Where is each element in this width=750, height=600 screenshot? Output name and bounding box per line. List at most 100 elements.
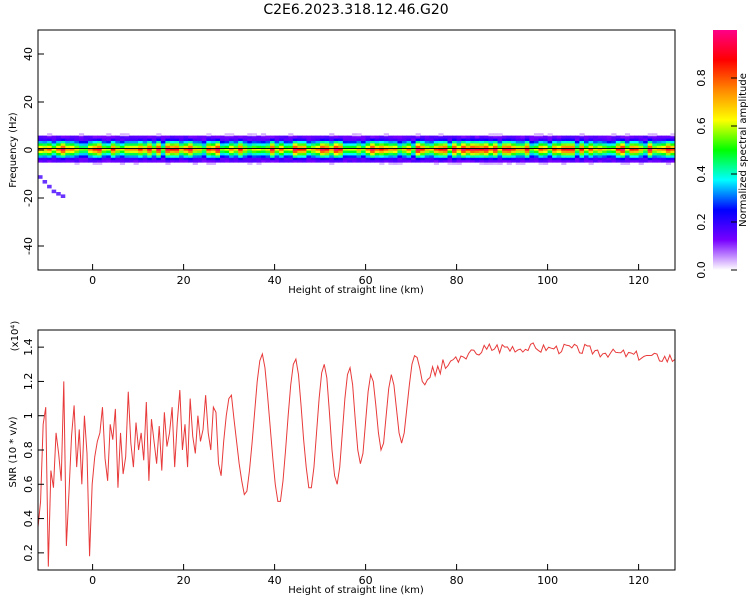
spectrogram-cell bbox=[506, 135, 512, 139]
spectrogram-cell bbox=[661, 154, 667, 158]
x-tick-label: 80 bbox=[450, 274, 464, 287]
spectrogram-cell bbox=[333, 150, 339, 153]
spectrogram-cell bbox=[224, 133, 230, 137]
spectrogram-cell bbox=[338, 138, 344, 141]
spectrogram-cell bbox=[51, 135, 57, 139]
x-tick-label: 120 bbox=[628, 574, 649, 587]
spectrogram-cell bbox=[324, 140, 330, 144]
spectrogram-cell bbox=[215, 145, 221, 149]
spectrogram-cell bbox=[320, 147, 326, 151]
spectrogram-cell bbox=[110, 154, 116, 158]
spectrogram-cell bbox=[670, 157, 675, 161]
spectrogram-cell bbox=[347, 152, 353, 156]
spectrogram-cell bbox=[656, 145, 662, 149]
spectrogram-cell bbox=[497, 147, 503, 151]
spectrogram-cell bbox=[56, 145, 62, 149]
spectrogram-cell bbox=[661, 147, 667, 151]
spectrogram-cell bbox=[420, 159, 426, 163]
spectrogram-cell bbox=[497, 138, 503, 141]
spectrogram-cell bbox=[188, 154, 194, 158]
spectrogram-cell bbox=[265, 147, 271, 151]
spectrogram-cell bbox=[638, 145, 644, 149]
spectrogram-cell bbox=[442, 157, 449, 161]
spectrogram-cell bbox=[452, 145, 458, 149]
spectrogram-cell bbox=[224, 159, 230, 163]
spectrogram-cell bbox=[51, 145, 57, 149]
spectrogram-cell bbox=[74, 142, 80, 146]
spectrogram-cell bbox=[665, 138, 672, 141]
spectrogram-x-label: Height of straight line (km) bbox=[288, 285, 424, 296]
spectrogram-cell bbox=[643, 157, 649, 161]
spectrogram-cell bbox=[561, 154, 567, 158]
spectrogram-cell bbox=[279, 150, 285, 153]
spectrogram-cell bbox=[511, 142, 517, 146]
spectrogram-cell bbox=[197, 152, 203, 156]
spectrogram-cell bbox=[588, 154, 594, 158]
spectrogram-cell bbox=[333, 142, 339, 146]
spectrogram-cell bbox=[210, 140, 217, 144]
spectrogram-cell bbox=[670, 135, 675, 139]
spectrogram-cell bbox=[570, 159, 576, 163]
spectrogram-cell bbox=[456, 138, 462, 141]
spectrogram-cell bbox=[311, 138, 317, 141]
stray-signal-cell bbox=[42, 180, 48, 184]
spectrogram-cell bbox=[597, 140, 603, 144]
spectrogram-cell bbox=[97, 157, 103, 161]
spectrogram-cell bbox=[597, 152, 603, 156]
spectrogram-cell bbox=[438, 138, 444, 141]
spectrogram-cell bbox=[247, 150, 253, 153]
spectrogram-cell bbox=[606, 159, 612, 163]
spectrogram-cell bbox=[529, 150, 535, 153]
spectrogram-cell bbox=[74, 157, 80, 161]
spectrogram-cell bbox=[561, 147, 567, 151]
spectrogram-cell bbox=[579, 157, 585, 161]
spectrogram-cell bbox=[311, 159, 317, 163]
spectrogram-cell bbox=[584, 145, 590, 149]
spectrogram-cell bbox=[465, 138, 471, 141]
spectrogram-cell bbox=[374, 147, 380, 151]
spectrogram-cell bbox=[520, 135, 526, 139]
spectrogram-cell bbox=[133, 145, 139, 149]
spectrogram-cell bbox=[347, 135, 353, 139]
spectrogram-cell bbox=[347, 150, 353, 153]
colorbar-gradient bbox=[713, 30, 737, 270]
spectrogram-cell bbox=[561, 142, 567, 146]
spectrogram-cell bbox=[274, 145, 280, 149]
spectrogram-cell bbox=[624, 150, 631, 153]
spectrogram-cell bbox=[624, 147, 631, 151]
spectrogram-cell bbox=[606, 138, 612, 141]
spectrogram-cell bbox=[574, 135, 581, 139]
spectrogram-cell bbox=[115, 147, 121, 151]
spectrogram-cell bbox=[201, 135, 207, 139]
spectrogram-cell bbox=[502, 135, 508, 139]
spectrogram-cell bbox=[579, 152, 585, 156]
spectrogram-cell bbox=[320, 138, 326, 141]
spectrogram-cell bbox=[292, 157, 298, 161]
spectrogram-cell bbox=[638, 159, 644, 163]
spectrogram-cell bbox=[615, 154, 621, 158]
spectrogram-cell bbox=[270, 159, 276, 163]
spectrogram-cell bbox=[620, 154, 626, 158]
spectrogram-cell bbox=[552, 154, 558, 158]
spectrogram-cell bbox=[647, 154, 653, 158]
spectrogram-cell bbox=[247, 145, 253, 149]
spectrogram-cell bbox=[461, 154, 467, 158]
spectrogram-cell bbox=[615, 140, 621, 144]
spectrogram-cell bbox=[315, 152, 321, 156]
spectrogram-cell bbox=[502, 145, 508, 149]
spectrogram-cell bbox=[306, 150, 312, 153]
spectrogram-cell bbox=[370, 145, 376, 149]
spectrogram-cell bbox=[183, 145, 189, 149]
snr-y-ticks: 0.20.40.60.811.21.4 bbox=[22, 338, 44, 562]
spectrogram-cell bbox=[333, 140, 339, 144]
spectrogram-cell bbox=[661, 159, 667, 163]
spectrogram-cell bbox=[433, 150, 439, 153]
spectrogram-cell bbox=[556, 138, 562, 141]
spectrogram-cell bbox=[301, 140, 308, 144]
spectrogram-cell bbox=[392, 159, 399, 163]
spectrogram-cell bbox=[529, 152, 535, 156]
spectrogram-cell bbox=[333, 157, 339, 161]
spectrogram-cell bbox=[552, 152, 558, 156]
spectrogram-cell bbox=[420, 150, 426, 153]
spectrogram-cell bbox=[38, 150, 44, 153]
